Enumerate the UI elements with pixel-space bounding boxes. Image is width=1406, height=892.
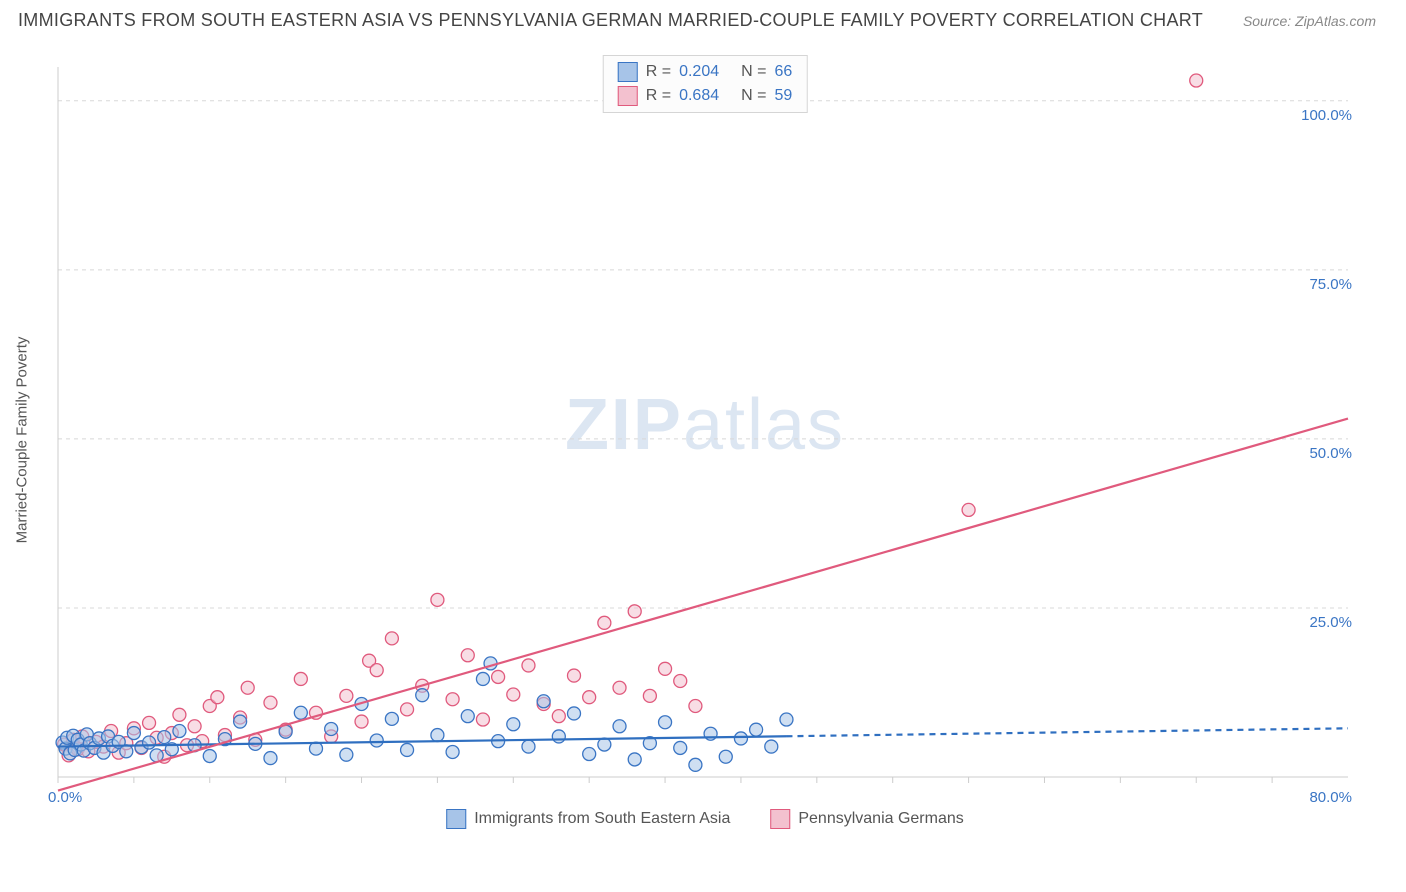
chart-header: IMMIGRANTS FROM SOUTH EASTERN ASIA VS PE… xyxy=(0,0,1406,31)
y-tick-label: 25.0% xyxy=(1309,614,1352,631)
legend-swatch xyxy=(446,809,466,829)
y-tick-label: 100.0% xyxy=(1301,107,1352,124)
y-tick-label: 50.0% xyxy=(1309,445,1352,462)
legend-stat-row: R = 0.684N = 59 xyxy=(618,84,793,108)
scatter-plot xyxy=(50,55,1360,825)
legend-swatch xyxy=(618,86,638,106)
legend-series-item: Pennsylvania Germans xyxy=(770,809,963,829)
y-axis-label: Married-Couple Family Poverty xyxy=(14,337,31,544)
legend-correlation-box: R = 0.204N = 66R = 0.684N = 59 xyxy=(603,55,808,113)
legend-stat-row: R = 0.204N = 66 xyxy=(618,60,793,84)
legend-swatch xyxy=(770,809,790,829)
y-tick-label: 75.0% xyxy=(1309,276,1352,293)
legend-series-item: Immigrants from South Eastern Asia xyxy=(446,809,730,829)
chart-title: IMMIGRANTS FROM SOUTH EASTERN ASIA VS PE… xyxy=(18,10,1203,31)
x-tick-label: 0.0% xyxy=(48,789,82,806)
x-tick-label: 80.0% xyxy=(1309,789,1352,806)
source-attribution: Source: ZipAtlas.com xyxy=(1243,13,1376,29)
legend-swatch xyxy=(618,62,638,82)
legend-series: Immigrants from South Eastern Asia Pennsy… xyxy=(446,809,964,829)
chart-area: Married-Couple Family Poverty ZIPatlas R… xyxy=(50,55,1360,825)
